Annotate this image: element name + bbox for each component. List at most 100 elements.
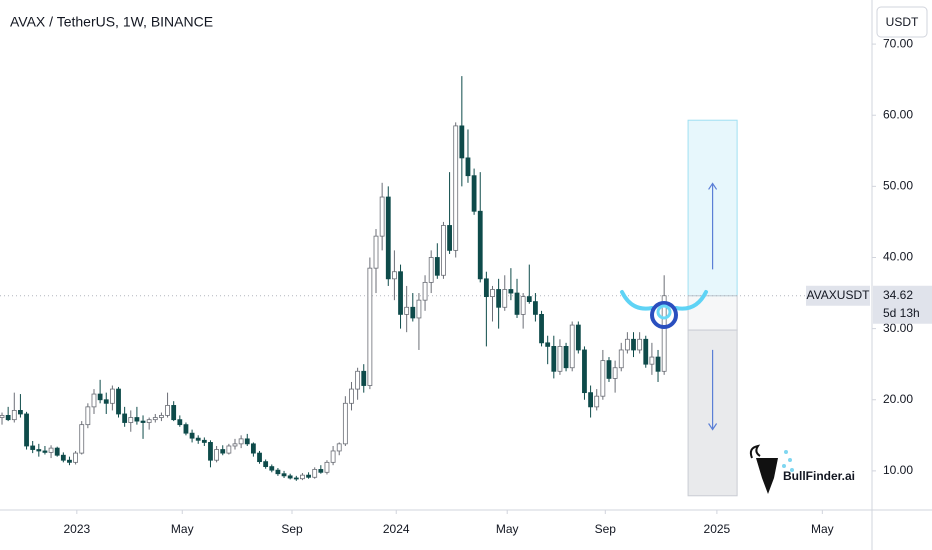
bull-ring xyxy=(650,301,678,329)
candle-body xyxy=(11,410,17,421)
candle-body xyxy=(60,454,66,461)
y-tick-label: 30.00 xyxy=(883,321,913,335)
x-tick-label: 2025 xyxy=(704,522,731,536)
candle-body xyxy=(324,461,330,473)
candle-body xyxy=(36,449,42,452)
x-tick-label: 2024 xyxy=(383,522,410,536)
candle-body xyxy=(600,360,606,397)
candle-body xyxy=(103,399,109,404)
candle-body xyxy=(508,289,514,294)
candle-body xyxy=(588,392,593,408)
candle-body xyxy=(67,459,72,463)
candle-body xyxy=(214,449,220,461)
y-tick-label: 10.00 xyxy=(883,463,913,477)
candle-body xyxy=(361,370,367,386)
candles xyxy=(0,76,667,481)
back-layer xyxy=(0,119,872,497)
candle-body xyxy=(661,295,667,372)
candle-body xyxy=(5,414,11,421)
candle-body xyxy=(582,349,587,394)
candle-body xyxy=(330,450,336,463)
candle-body xyxy=(471,175,477,212)
candle-body xyxy=(459,125,465,159)
candle-body xyxy=(533,301,538,315)
y-tick-label: 60.00 xyxy=(883,107,913,121)
currency-button[interactable] xyxy=(876,6,928,38)
candle-body xyxy=(159,414,164,418)
watermark-text: BullFinder.ai xyxy=(783,469,855,483)
candle-body xyxy=(441,225,446,276)
candle-body xyxy=(122,413,128,423)
bull-ring-inner xyxy=(656,304,672,320)
candle-body xyxy=(54,447,60,456)
candle-body xyxy=(201,439,207,443)
candle-body xyxy=(575,324,581,351)
x-tick-label: May xyxy=(496,522,519,536)
bull-icon xyxy=(620,290,708,329)
candle-body xyxy=(398,271,403,315)
candle-body xyxy=(496,289,502,308)
candle-body xyxy=(612,367,618,379)
candle-body xyxy=(232,443,238,447)
candle-body xyxy=(545,342,551,347)
candle-body xyxy=(385,196,391,280)
candle-body xyxy=(606,360,612,379)
candle-body xyxy=(447,225,452,251)
candle-body xyxy=(48,447,54,453)
watermark-dot xyxy=(784,450,788,454)
candle-body xyxy=(569,324,575,369)
up-arrow xyxy=(708,182,718,270)
candle-body xyxy=(490,289,495,298)
candle-body xyxy=(649,356,655,365)
x-tick-label: Sep xyxy=(595,522,617,536)
currency-button-label[interactable]: USDT xyxy=(886,15,919,29)
candle-body xyxy=(116,388,121,415)
candle-body xyxy=(0,414,5,418)
front-layer: BullFinder.ai xyxy=(620,290,855,494)
candle-body xyxy=(109,388,115,404)
candle-body xyxy=(226,445,232,454)
candle-body xyxy=(73,452,78,463)
candle-body xyxy=(637,338,643,351)
candle-body xyxy=(79,424,85,454)
price-label: 34.62 xyxy=(883,288,913,302)
y-tick-label: 40.00 xyxy=(883,250,913,264)
candle-body xyxy=(18,410,23,415)
candle-body xyxy=(30,445,36,450)
candle-body xyxy=(557,346,563,372)
candle-body xyxy=(355,370,361,390)
candle-body xyxy=(97,393,103,401)
candle-body xyxy=(263,461,269,468)
watermark-icon xyxy=(749,444,794,494)
axis-layer: 10.00 20.00 30.00 40.00 50.00 60.00 70.00 2023 M… xyxy=(63,36,932,536)
bull-horn-right xyxy=(674,290,708,311)
candle-body xyxy=(91,393,97,408)
candle-body xyxy=(379,196,385,237)
candle-body xyxy=(631,338,636,351)
candle-body xyxy=(287,475,293,479)
candle-body xyxy=(655,356,661,372)
watermark-dot xyxy=(790,468,794,472)
candle-body xyxy=(140,420,146,423)
candle-body xyxy=(134,417,140,422)
entry-zone xyxy=(687,295,738,331)
candle-body xyxy=(404,306,410,315)
candle-body xyxy=(551,346,557,372)
candle-body xyxy=(244,438,250,445)
x-tick-label: 2023 xyxy=(63,522,90,536)
candle-body xyxy=(643,338,649,365)
symbol-label-box xyxy=(806,285,870,306)
watermark-dot xyxy=(782,464,786,468)
candle-body xyxy=(624,338,630,351)
y-tick-label: 20.00 xyxy=(883,392,913,406)
watermark-dot xyxy=(788,458,792,462)
candle-body xyxy=(189,432,195,439)
y-tick-label: 50.00 xyxy=(883,179,913,193)
candle-body xyxy=(618,349,624,369)
candle-body xyxy=(410,306,416,319)
candle-body xyxy=(373,235,379,269)
y-tick-label: 70.00 xyxy=(883,36,913,50)
candle-body xyxy=(483,278,489,298)
